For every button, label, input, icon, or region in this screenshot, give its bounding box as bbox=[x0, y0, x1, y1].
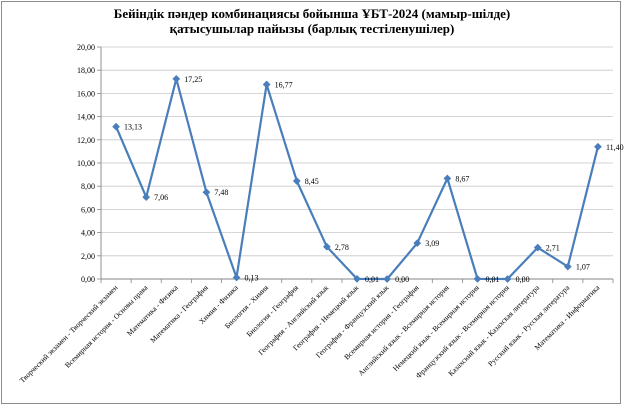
data-point-marker bbox=[503, 275, 512, 283]
data-point-marker bbox=[383, 275, 392, 283]
series-line bbox=[115, 77, 599, 281]
data-point-marker bbox=[533, 243, 542, 252]
data-point-marker bbox=[202, 188, 211, 197]
y-tick-label: 14,00 bbox=[77, 113, 95, 122]
y-tick-label: 4,00 bbox=[81, 229, 95, 238]
y-tick-label: 16,00 bbox=[77, 89, 95, 98]
data-label: 3,09 bbox=[425, 239, 439, 248]
y-tick-label: 6,00 bbox=[81, 205, 95, 214]
chart-title-line-1: Бейіндік пәндер комбинациясы бойынша ҰБТ… bbox=[113, 6, 511, 21]
data-label: 0,13 bbox=[245, 273, 259, 282]
x-category-label: Биология - География bbox=[245, 283, 301, 339]
y-tick-label: 12,00 bbox=[77, 136, 95, 145]
x-axis-category-labels: Творческий экзамен - Творческий экзаменВ… bbox=[18, 283, 602, 385]
data-point-marker bbox=[413, 239, 422, 248]
y-tick-label: 8,00 bbox=[81, 182, 95, 191]
data-point-marker bbox=[172, 74, 181, 83]
data-point-marker bbox=[262, 80, 271, 89]
data-label: 2,71 bbox=[546, 244, 560, 253]
data-label: 0,01 bbox=[365, 275, 379, 284]
data-label: 2,78 bbox=[335, 243, 349, 252]
data-point-marker bbox=[473, 274, 482, 283]
x-category-label: Математика - География bbox=[148, 283, 210, 345]
data-label: 7,48 bbox=[214, 188, 228, 197]
data-label: 8,45 bbox=[305, 177, 319, 186]
data-point-marker bbox=[142, 193, 151, 202]
series-markers bbox=[112, 74, 602, 283]
y-tick-label: 20,00 bbox=[77, 43, 95, 52]
data-label: 16,77 bbox=[275, 80, 293, 89]
data-point-marker bbox=[232, 273, 241, 282]
data-point-marker bbox=[563, 262, 572, 271]
y-tick-label: 0,00 bbox=[81, 275, 95, 284]
data-label: 8,67 bbox=[455, 174, 469, 183]
data-labels: 13,13 7,06 17,25 7,48 0,13 16,77 8,45 2,78 0,01 0… bbox=[124, 75, 624, 284]
data-point-marker bbox=[322, 242, 331, 251]
data-point-marker bbox=[443, 174, 452, 183]
data-label: 1,07 bbox=[576, 263, 590, 272]
data-point-marker bbox=[292, 177, 301, 185]
data-label: 11,40 bbox=[606, 143, 624, 152]
y-tick-label: 18,00 bbox=[77, 66, 95, 75]
y-tick-label: 2,00 bbox=[81, 252, 95, 261]
data-label: 13,13 bbox=[124, 123, 142, 132]
chart-title: Бейіндік пәндер комбинациясы бойынша ҰБТ… bbox=[0, 6, 624, 36]
data-label: 0,00 bbox=[395, 275, 409, 284]
chart-title-line-2: қатысушылар пайызы (барлық тестіленушіле… bbox=[169, 21, 455, 36]
data-point-marker bbox=[112, 122, 121, 131]
y-tick-label: 10,00 bbox=[77, 159, 95, 168]
series-polyline bbox=[115, 77, 599, 281]
data-label: 17,25 bbox=[184, 75, 202, 84]
data-label: 7,06 bbox=[154, 193, 168, 202]
y-axis-tick-labels: 0,00 2,00 4,00 6,00 8,00 10,00 12,00 14,00 16,00… bbox=[77, 43, 95, 284]
data-label: 0,01 bbox=[485, 275, 499, 284]
data-point-marker bbox=[353, 274, 361, 283]
data-point-marker bbox=[593, 142, 602, 151]
x-category-label: Математика - Физика bbox=[125, 283, 180, 338]
data-label: 0,00 bbox=[516, 275, 530, 284]
